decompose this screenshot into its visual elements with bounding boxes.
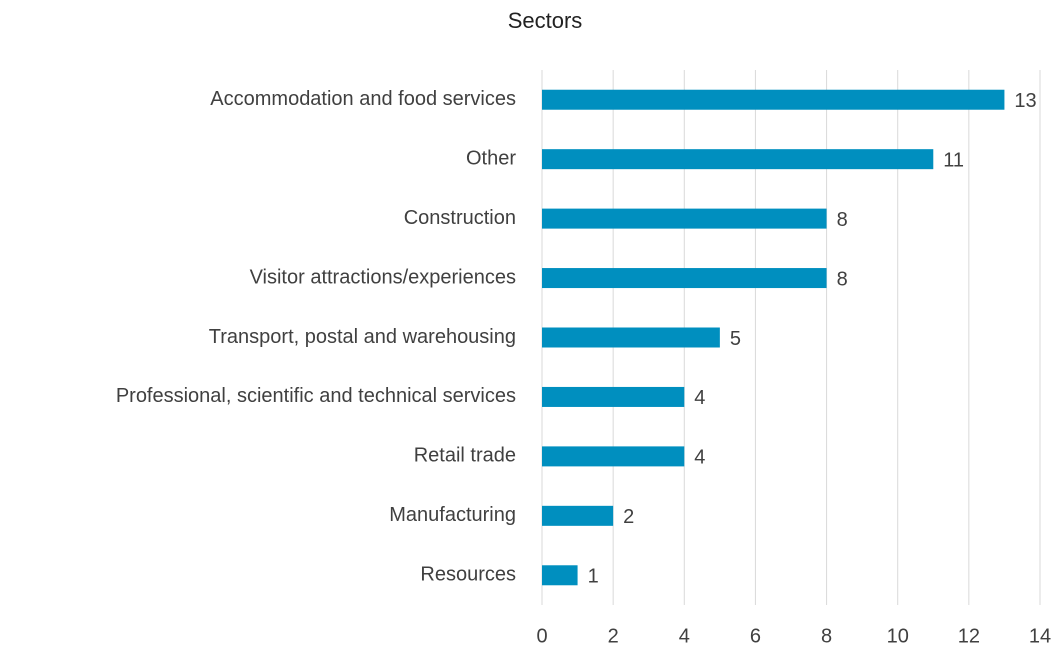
data-label: 4 [694,387,705,409]
x-tick-label: 8 [821,625,832,647]
data-label: 11 [943,149,964,171]
bar [542,208,827,229]
x-tick-label: 12 [958,625,980,647]
data-label: 8 [837,268,848,290]
y-tick-label: Construction [404,207,516,229]
data-label: 4 [694,447,705,469]
y-tick-label: Manufacturing [389,504,516,526]
bar [542,327,720,348]
y-tick-label: Visitor attractions/experiences [250,266,516,288]
data-label: 8 [837,209,848,231]
bar [542,505,614,526]
y-tick-label: Retail trade [414,445,516,467]
x-tick-label: 10 [887,625,909,647]
y-tick-label: Other [466,147,516,169]
x-tick-label: 2 [608,625,619,647]
y-tick-label: Accommodation and food services [210,88,516,110]
data-label: 13 [1014,90,1036,112]
x-tick-label: 6 [750,625,761,647]
data-label: 5 [730,328,741,350]
chart-title: Sectors [508,8,583,33]
bar [542,386,685,407]
bar [542,446,685,467]
data-label: 2 [623,506,634,528]
bar [542,89,1005,110]
bar [542,565,578,586]
bar [542,149,934,170]
x-tick-label: 14 [1029,625,1051,647]
x-tick-label: 0 [536,625,547,647]
y-tick-label: Resources [420,564,516,586]
y-tick-label: Transport, postal and warehousing [209,326,516,348]
y-tick-label: Professional, scientific and technical s… [116,385,516,407]
x-tick-label: 4 [679,625,690,647]
bar [542,268,827,289]
data-label: 1 [588,566,599,588]
